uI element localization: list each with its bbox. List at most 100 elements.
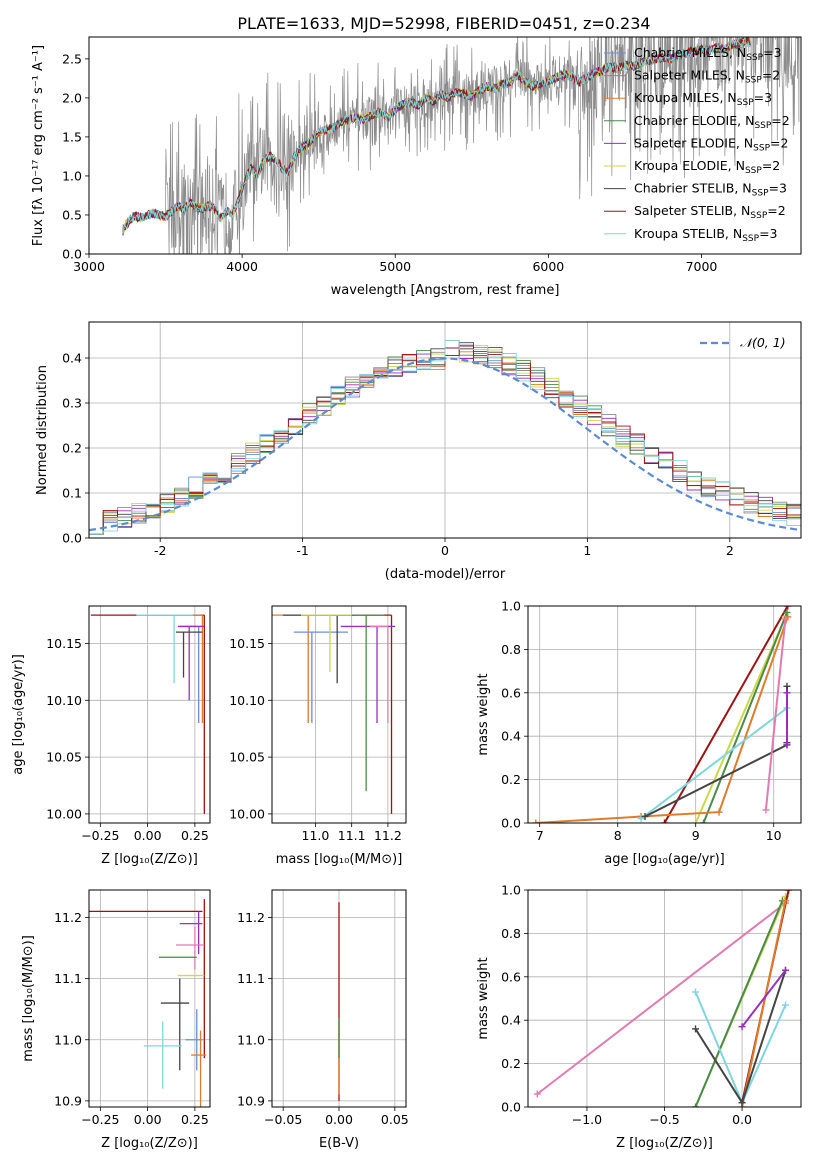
y-tick-label: 0.5 (62, 207, 82, 222)
y-tick-label: 0.0 (501, 1100, 521, 1115)
y-tick-label: 11.0 (237, 1032, 265, 1047)
weight-line-3 (535, 616, 789, 823)
x-tick-label: 0.00 (325, 1112, 353, 1127)
normal-reference-curve (89, 357, 801, 532)
weight-line-7 (741, 969, 787, 1028)
y-tick-label: 10.15 (229, 636, 265, 651)
y-tick-label: 11.1 (237, 971, 265, 986)
panel-mass_vs_Z: −0.25 0.00 0.25 10.9 11.0 11.1 11.2 Z [log₁₀(Z/… (21, 889, 211, 1151)
y-tick-label: 0.8 (501, 926, 521, 941)
x-tick-label: 0.00 (134, 828, 162, 843)
y-tick-label: 0.4 (501, 1013, 521, 1028)
weight-line-7 (764, 618, 787, 811)
legend-suffix: =3 (769, 181, 787, 196)
weight-line-5 (644, 744, 788, 818)
y-tick-label: 0.6 (501, 969, 521, 984)
y-tick-label: 11.0 (54, 1032, 82, 1047)
x-tick-label: 8 (614, 828, 622, 843)
panel-age_vs_mass: 11.0 11.1 11.2 10.00 10.05 10.10 10.15 mass [lo… (229, 605, 407, 867)
plot-area-spectrum (122, 37, 800, 254)
legend-subscript: SSP (753, 143, 770, 153)
x-tick-label: 0.05 (381, 1112, 409, 1127)
y-tick-label: 10.10 (46, 693, 82, 708)
legend-label: Salpeter MILES, NSSP=2 (634, 68, 780, 86)
legend-label: Chabrier MILES, NSSP=3 (634, 45, 782, 63)
x-tick-label: 11.1 (338, 828, 366, 843)
plot-area-weight_vs_Z (533, 890, 793, 1107)
y-tick-label: 0.0 (501, 816, 521, 831)
legend-suffix: =3 (759, 226, 777, 241)
x-tick-label: 11.2 (374, 828, 402, 843)
legend-label: Salpeter ELODIE, NSSP=2 (634, 135, 788, 153)
weight-line-2 (694, 900, 784, 1107)
axes-frame (88, 321, 802, 539)
legend-suffix: =2 (762, 158, 780, 173)
legend-subscript: SSP (745, 166, 762, 176)
x-tick-label: 0 (441, 543, 449, 558)
weight-line-1 (694, 616, 787, 823)
y-tick-label: 0.2 (501, 1056, 521, 1071)
y-tick-label: 0.4 (501, 729, 521, 744)
legend-label: Kroupa ELODIE, NSSP=2 (634, 158, 780, 176)
panel-spectrum: 3000 4000 5000 6000 7000 0.0 0.5 1.0 1.5 2.0 2.5 wa… (31, 36, 802, 298)
plot-area-weight_vs_age (532, 606, 792, 823)
axes-frame (271, 889, 407, 1108)
x-tick-label: 7000 (686, 259, 718, 274)
weight-line-4 (741, 900, 787, 1107)
axes-frame (88, 36, 802, 255)
legend-suffix: =2 (762, 68, 780, 83)
legend-suffix: =2 (767, 203, 785, 218)
y-axis-label: mass weight (476, 957, 491, 1039)
panel-age_vs_Z: −0.25 0.00 0.25 10.00 10.05 10.10 10.15 Z [log₁… (11, 605, 211, 867)
x-tick-label: 3000 (73, 259, 105, 274)
x-axis-label: wavelength [Angstrom, rest frame] (331, 283, 560, 298)
plot-area-age_vs_mass (272, 614, 396, 814)
x-tick-label: 7 (536, 828, 544, 843)
legend-subscript: SSP (745, 76, 762, 86)
y-tick-label: 0.6 (501, 685, 521, 700)
legend-label: Chabrier ELODIE, NSSP=2 (634, 113, 790, 131)
x-tick-label: 9 (692, 828, 700, 843)
legend-subscript: SSP (752, 189, 769, 199)
y-tick-label: 0.0 (62, 247, 82, 262)
y-tick-label: 1.0 (501, 599, 521, 614)
y-tick-label: 10.10 (229, 693, 265, 708)
weight-line-0 (663, 606, 789, 823)
legend-suffix: =3 (763, 45, 781, 60)
y-tick-label: 0.2 (501, 772, 521, 787)
y-tick-label: 10.05 (46, 750, 82, 765)
y-tick-label: 0.4 (62, 351, 82, 366)
y-tick-label: 11.2 (54, 910, 82, 925)
legend-label: Chabrier STELIB, NSSP=3 (634, 181, 787, 199)
x-axis-label: Z [log₁₀(Z/Z⊙)] (101, 1136, 198, 1151)
legend-subscript: SSP (750, 211, 767, 221)
legend-subscript: SSP (742, 234, 759, 244)
y-tick-label: 10.9 (237, 1093, 265, 1108)
axes-frame (88, 889, 211, 1108)
y-tick-label: 10.05 (229, 750, 265, 765)
y-tick-label: 2.0 (62, 90, 82, 105)
model-spectrum-8 (122, 37, 751, 236)
y-axis-label: mass weight (476, 673, 491, 755)
y-tick-label: 1.5 (62, 129, 82, 144)
y-tick-label: 1.0 (62, 168, 82, 183)
legend-label: Salpeter STELIB, NSSP=2 (634, 203, 786, 221)
x-tick-label: 0.25 (181, 828, 209, 843)
legend-suffix: =2 (770, 135, 788, 150)
legend-label: 𝒩(0, 1) (740, 335, 786, 350)
x-tick-label: −0.25 (81, 1112, 119, 1127)
legend-subscript: SSP (754, 121, 771, 131)
x-tick-label: 11.0 (302, 828, 330, 843)
panel-weight_vs_Z: −1.0 −0.5 0.0 0.0 0.2 0.4 0.6 0.8 1.0 Z [log₁₀(Z/… (476, 883, 802, 1151)
observed-spectrum (122, 37, 800, 254)
y-tick-label: 0.1 (62, 486, 82, 501)
x-tick-label: 0.25 (181, 1112, 209, 1127)
axes-frame (271, 605, 407, 824)
weight-line-2 (702, 612, 788, 823)
y-tick-label: 0.3 (62, 396, 82, 411)
y-tick-label: 1.0 (501, 883, 521, 898)
legend-suffix: =2 (771, 113, 789, 128)
x-tick-label: 0.00 (134, 1112, 162, 1127)
y-tick-label: 10.15 (46, 636, 82, 651)
